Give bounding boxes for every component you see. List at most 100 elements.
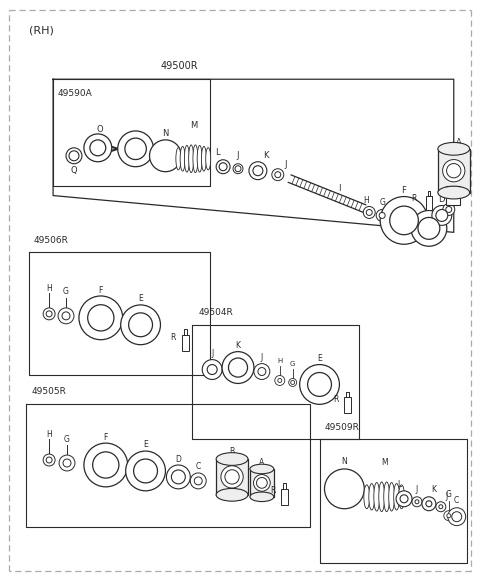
Ellipse shape bbox=[324, 469, 364, 509]
Text: N: N bbox=[162, 130, 168, 138]
Ellipse shape bbox=[438, 186, 469, 199]
Ellipse shape bbox=[250, 492, 274, 501]
Text: G: G bbox=[63, 288, 69, 296]
Text: A: A bbox=[456, 138, 462, 148]
Ellipse shape bbox=[193, 145, 198, 173]
Ellipse shape bbox=[384, 482, 390, 512]
Text: K: K bbox=[236, 341, 240, 350]
Text: L: L bbox=[397, 480, 401, 489]
Text: F: F bbox=[104, 433, 108, 442]
Ellipse shape bbox=[197, 145, 202, 172]
Ellipse shape bbox=[432, 206, 452, 225]
Text: H: H bbox=[46, 284, 52, 292]
Ellipse shape bbox=[258, 368, 266, 375]
Ellipse shape bbox=[426, 501, 432, 507]
Ellipse shape bbox=[253, 475, 270, 491]
Ellipse shape bbox=[379, 213, 385, 218]
Ellipse shape bbox=[446, 206, 452, 213]
Text: C: C bbox=[196, 462, 201, 471]
Ellipse shape bbox=[150, 140, 181, 172]
Ellipse shape bbox=[369, 483, 374, 510]
Text: J: J bbox=[261, 353, 263, 362]
Ellipse shape bbox=[376, 210, 388, 221]
Text: C: C bbox=[446, 193, 451, 202]
Text: J: J bbox=[237, 151, 239, 160]
Text: D: D bbox=[175, 454, 181, 464]
Ellipse shape bbox=[235, 166, 241, 172]
Text: F: F bbox=[402, 186, 407, 195]
Bar bbox=[344, 397, 351, 413]
Ellipse shape bbox=[272, 168, 284, 181]
Text: M: M bbox=[190, 121, 197, 131]
Ellipse shape bbox=[167, 465, 190, 489]
Text: B: B bbox=[229, 447, 235, 456]
Ellipse shape bbox=[202, 146, 206, 171]
Ellipse shape bbox=[206, 148, 211, 170]
Ellipse shape bbox=[275, 375, 285, 385]
Text: O: O bbox=[96, 125, 103, 134]
Text: G: G bbox=[379, 198, 385, 207]
Ellipse shape bbox=[422, 497, 436, 511]
Text: G: G bbox=[446, 490, 452, 499]
Ellipse shape bbox=[202, 360, 222, 379]
Text: 49504R: 49504R bbox=[198, 309, 233, 317]
Ellipse shape bbox=[447, 514, 451, 518]
Ellipse shape bbox=[228, 358, 248, 377]
Ellipse shape bbox=[394, 483, 399, 510]
Ellipse shape bbox=[133, 459, 157, 483]
Text: J: J bbox=[416, 485, 418, 494]
Ellipse shape bbox=[93, 452, 119, 478]
Ellipse shape bbox=[380, 196, 428, 244]
Ellipse shape bbox=[62, 312, 70, 320]
Ellipse shape bbox=[150, 140, 181, 172]
Ellipse shape bbox=[399, 485, 405, 509]
Text: A: A bbox=[259, 458, 264, 468]
Text: R: R bbox=[270, 486, 276, 496]
Ellipse shape bbox=[415, 500, 419, 504]
Ellipse shape bbox=[180, 146, 185, 171]
Text: 49500R: 49500R bbox=[160, 62, 198, 71]
Ellipse shape bbox=[250, 464, 274, 474]
Bar bbox=[446, 185, 460, 206]
Ellipse shape bbox=[176, 148, 181, 170]
Text: R: R bbox=[333, 395, 338, 404]
Ellipse shape bbox=[379, 482, 384, 512]
Bar bbox=[182, 335, 189, 351]
Text: B: B bbox=[460, 176, 466, 185]
Ellipse shape bbox=[418, 217, 440, 239]
Ellipse shape bbox=[389, 483, 395, 511]
Ellipse shape bbox=[436, 502, 446, 512]
Ellipse shape bbox=[412, 497, 422, 507]
Text: L: L bbox=[215, 148, 219, 157]
Text: J: J bbox=[211, 349, 213, 358]
Ellipse shape bbox=[88, 304, 114, 331]
Ellipse shape bbox=[363, 206, 375, 218]
Ellipse shape bbox=[190, 473, 206, 489]
Ellipse shape bbox=[129, 313, 153, 337]
Ellipse shape bbox=[256, 478, 267, 488]
Ellipse shape bbox=[390, 206, 419, 235]
Ellipse shape bbox=[288, 378, 297, 386]
Ellipse shape bbox=[443, 203, 455, 216]
Bar bbox=[426, 196, 432, 210]
Text: 49590A: 49590A bbox=[58, 89, 93, 98]
Bar bbox=[281, 489, 288, 505]
Ellipse shape bbox=[443, 160, 465, 182]
Ellipse shape bbox=[411, 210, 447, 246]
Ellipse shape bbox=[254, 364, 270, 379]
Ellipse shape bbox=[194, 477, 202, 485]
Ellipse shape bbox=[249, 162, 267, 180]
Text: E: E bbox=[317, 354, 322, 363]
Ellipse shape bbox=[364, 485, 370, 509]
Ellipse shape bbox=[58, 308, 74, 324]
Ellipse shape bbox=[189, 145, 193, 173]
Ellipse shape bbox=[216, 489, 248, 501]
Ellipse shape bbox=[400, 495, 408, 503]
Text: N: N bbox=[341, 457, 347, 465]
Ellipse shape bbox=[225, 470, 239, 484]
Ellipse shape bbox=[66, 148, 82, 164]
Ellipse shape bbox=[324, 469, 364, 509]
Text: M: M bbox=[381, 457, 387, 467]
Ellipse shape bbox=[222, 352, 254, 383]
Ellipse shape bbox=[219, 163, 227, 171]
